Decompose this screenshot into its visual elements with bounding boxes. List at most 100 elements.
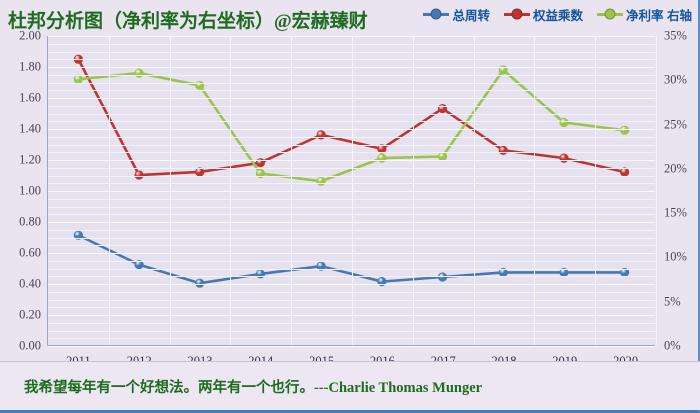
legend-item-label: 总周转 — [452, 8, 490, 23]
legend-item[interactable]: 权益乘数 — [504, 5, 583, 24]
plot-area-wrapper: 0.00 0.20 0.40 0.60 0.80 1.00 1.20 1.40 1.60 1.80… — [0, 28, 700, 385]
gridline-minor — [48, 229, 655, 231]
gridline-vertical — [291, 36, 293, 345]
legend-item[interactable]: 总周转 — [423, 5, 490, 24]
y-axis-left-tick: 0.40 — [19, 276, 41, 291]
legend-swatch-icon — [597, 8, 624, 20]
data-point-marker[interactable] — [559, 153, 569, 163]
gridline-minor — [48, 206, 655, 208]
gridline-major — [48, 284, 655, 285]
gridline-minor — [48, 59, 655, 61]
y-axis-right-tick: 35% — [664, 28, 687, 43]
y-axis-right-tick: 5% — [664, 294, 681, 309]
gridline-minor — [48, 105, 655, 107]
gridline-major — [48, 222, 655, 223]
legend-item-label: 净利率 右轴 — [626, 8, 692, 23]
gridline-minor — [48, 245, 655, 247]
series-line — [77, 57, 626, 177]
gridline-vertical — [352, 36, 353, 345]
y-axis-right-tick: 25% — [664, 117, 687, 132]
series-line — [77, 68, 626, 183]
gridline-minor — [48, 51, 655, 53]
data-point-marker[interactable] — [195, 278, 205, 288]
gridline-major — [48, 98, 655, 99]
data-point-marker[interactable] — [316, 130, 326, 140]
footer: 我希望每年有一个好想法。两年有一个也行。---Charlie Thomas Mu… — [0, 361, 700, 410]
gridline-major — [48, 315, 655, 316]
legend-swatch-icon — [423, 8, 450, 20]
y-axis-right-tick: 0% — [664, 338, 681, 353]
y-axis-right-tick: 30% — [664, 72, 687, 87]
gridline-minor — [48, 121, 655, 123]
gridline-minor — [48, 291, 655, 293]
gridline-minor — [48, 90, 655, 92]
y-axis-left-tick: 0.20 — [19, 307, 41, 322]
footer-caption: 我希望每年有一个好想法。两年有一个也行。---Charlie Thomas Mu… — [24, 380, 483, 396]
y-axis-left-tick: 2.00 — [19, 28, 41, 43]
gridline-minor — [48, 307, 655, 309]
legend-item[interactable]: 净利率 右轴 — [597, 5, 692, 24]
y-axis-left-tick: 0.80 — [19, 214, 41, 229]
gridline-vertical — [656, 36, 657, 345]
gridline-vertical — [473, 36, 475, 345]
gridline-minor — [48, 136, 655, 138]
gridline-vertical — [169, 36, 171, 345]
y-axis-left-tick: 0.60 — [19, 245, 41, 260]
gridline-minor — [48, 198, 655, 200]
data-point-marker[interactable] — [316, 261, 326, 271]
gridline-major — [48, 67, 655, 68]
data-point-marker[interactable] — [255, 269, 266, 279]
gridline-vertical — [412, 36, 414, 345]
y-axis-right-tick: 20% — [664, 161, 687, 176]
data-point-marker[interactable] — [498, 145, 508, 155]
y-axis-right-tick: 10% — [664, 249, 687, 264]
data-point-marker[interactable] — [377, 153, 387, 163]
gridline-minor — [48, 268, 655, 270]
gridline-minor — [48, 260, 655, 262]
gridline-minor — [48, 144, 655, 146]
y-axis-left-tick: 1.40 — [19, 121, 41, 136]
gridline-minor — [48, 82, 655, 84]
gridline-major — [48, 346, 655, 347]
series-line — [77, 233, 626, 285]
data-point-marker[interactable] — [134, 68, 144, 78]
gridline-minor — [48, 237, 655, 239]
gridline-minor — [48, 43, 655, 45]
gridline-minor — [48, 183, 655, 185]
page-title: 杜邦分析图（净利率为右坐标）@宏赫臻财 — [8, 11, 368, 32]
data-point-marker[interactable] — [73, 230, 83, 240]
y-axis-left-tick: 1.20 — [19, 152, 41, 167]
gridline-minor — [48, 152, 655, 154]
gridline-major — [48, 160, 655, 161]
data-point-marker[interactable] — [377, 277, 387, 287]
gridline-major — [48, 129, 655, 130]
legend-swatch-icon — [504, 8, 530, 20]
gridline-minor — [48, 322, 655, 324]
gridline-vertical — [230, 36, 232, 345]
gridline-minor — [48, 113, 655, 115]
y-axis-left-tick: 1.60 — [19, 90, 41, 105]
gridline-minor — [48, 276, 655, 278]
gridline-major — [48, 253, 655, 254]
gridline-minor — [48, 167, 655, 169]
data-point-marker[interactable] — [134, 170, 144, 180]
plot-area: 0.00 0.20 0.40 0.60 0.80 1.00 1.20 1.40 1.60 1.80… — [19, 29, 687, 369]
gridline-vertical — [595, 36, 597, 345]
gridline-minor — [48, 330, 655, 332]
y-axis-right-tick: 15% — [664, 205, 687, 220]
gridline-minor — [48, 74, 655, 76]
gridline-vertical — [108, 36, 110, 345]
data-point-marker[interactable] — [73, 54, 83, 64]
gridline-major — [48, 191, 655, 192]
data-point-marker[interactable] — [620, 125, 630, 135]
legend-item-label: 权益乘数 — [533, 8, 584, 23]
data-point-marker[interactable] — [559, 117, 569, 128]
gridline-minor — [48, 175, 655, 177]
y-axis-left-tick: 0.00 — [19, 338, 41, 353]
gridline-minor — [48, 299, 655, 301]
gridline-minor — [48, 338, 655, 340]
gridline-major — [48, 36, 655, 37]
gridline-minor — [48, 214, 655, 216]
y-axis-left-tick: 1.80 — [19, 59, 41, 74]
